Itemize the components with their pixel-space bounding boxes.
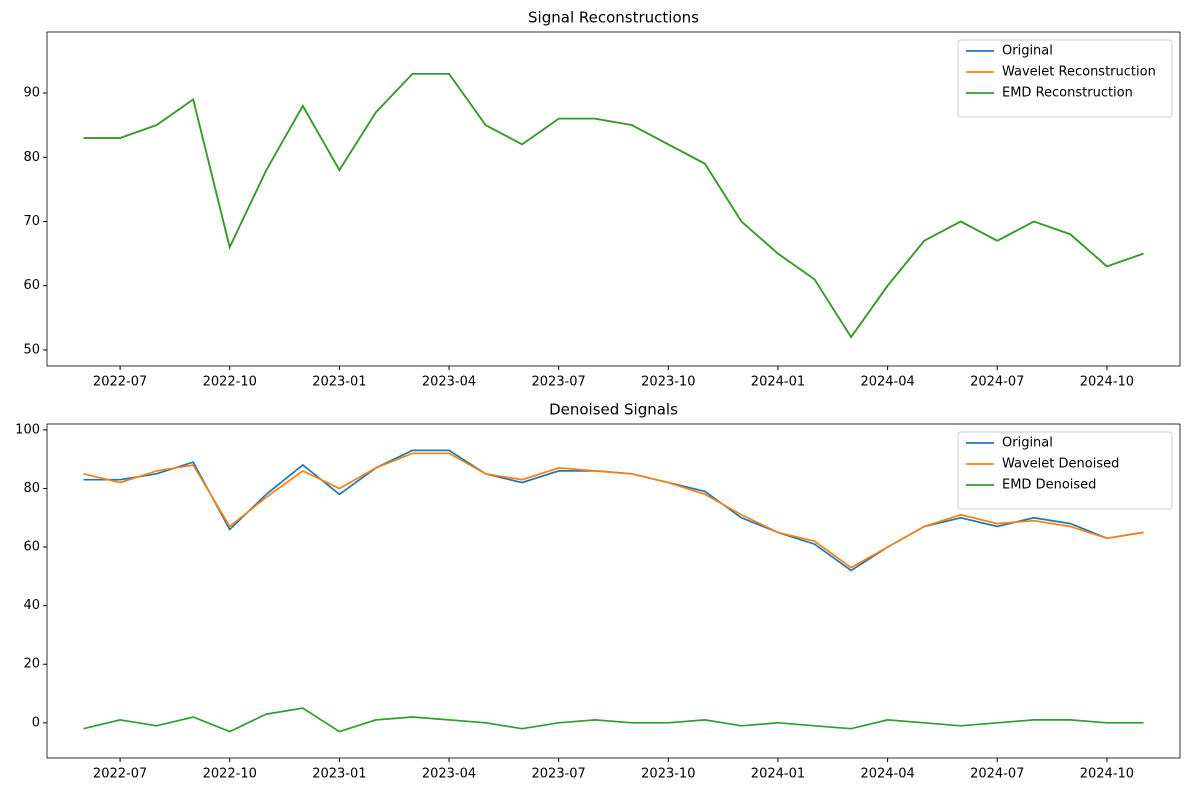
- x-tick-label: 2024-07: [970, 767, 1024, 782]
- x-tick-label: 2023-04: [422, 375, 476, 390]
- series-line: [83, 707, 1144, 733]
- series-line: [83, 452, 1144, 569]
- chart-title: Denoised Signals: [549, 401, 678, 419]
- y-tick-label: 100: [15, 422, 40, 437]
- plot-frame: [46, 423, 1181, 759]
- y-tick-label: 60: [23, 540, 40, 555]
- x-tick-label: 2024-01: [751, 767, 805, 782]
- y-tick-label: 70: [23, 214, 40, 229]
- y-tick-label: 20: [23, 657, 40, 672]
- legend-label: Wavelet Denoised: [1002, 457, 1119, 472]
- y-tick-label: 60: [23, 278, 40, 293]
- x-tick-label: 2024-01: [751, 375, 805, 390]
- x-tick-label: 2023-07: [532, 767, 586, 782]
- x-tick-label: 2023-10: [641, 767, 695, 782]
- x-tick-label: 2024-04: [860, 375, 914, 390]
- legend-box: [957, 39, 1173, 118]
- x-tick-label: 2022-07: [93, 767, 147, 782]
- x-tick-label: 2022-07: [93, 375, 147, 390]
- x-tick-label: 2022-10: [203, 375, 257, 390]
- y-tick-label: 90: [23, 86, 40, 101]
- legend-label: EMD Denoised: [1002, 478, 1096, 493]
- x-tick-label: 2024-04: [860, 767, 914, 782]
- y-tick-label: 80: [23, 150, 40, 165]
- x-tick-label: 2023-04: [422, 767, 476, 782]
- legend-label: Original: [1002, 436, 1053, 451]
- legend-label: EMD Reconstruction: [1002, 86, 1133, 101]
- series-line: [83, 72, 1144, 339]
- x-tick-label: 2023-07: [532, 375, 586, 390]
- y-tick-label: 50: [23, 342, 40, 357]
- x-tick-label: 2024-10: [1080, 767, 1134, 782]
- x-tick-label: 2023-01: [312, 375, 366, 390]
- legend-box: [957, 431, 1173, 510]
- y-tick-label: 40: [23, 598, 40, 613]
- plot-frame: [46, 31, 1181, 367]
- x-tick-label: 2023-01: [312, 767, 366, 782]
- y-tick-label: 80: [23, 481, 40, 496]
- y-tick-label: 0: [32, 715, 40, 730]
- x-tick-label: 2023-10: [641, 375, 695, 390]
- chart-title: Signal Reconstructions: [528, 9, 699, 27]
- legend-label: Wavelet Reconstruction: [1002, 65, 1156, 80]
- legend-label: Original: [1002, 44, 1053, 59]
- x-tick-label: 2022-10: [203, 767, 257, 782]
- x-tick-label: 2024-07: [970, 375, 1024, 390]
- x-tick-label: 2024-10: [1080, 375, 1134, 390]
